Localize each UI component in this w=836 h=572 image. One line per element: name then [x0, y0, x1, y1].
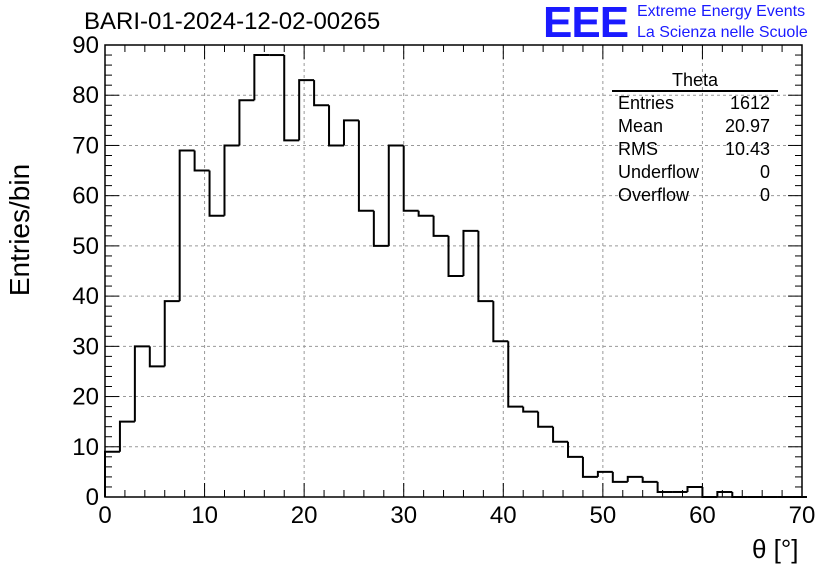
histogram-bin: [208, 170, 225, 217]
x-tick-label: 40: [490, 502, 517, 529]
plot-frame: [104, 44, 803, 498]
histogram-bin: [567, 441, 583, 458]
histogram-bin: [581, 456, 598, 478]
histogram-bin: [342, 119, 359, 146]
stats-value: 0: [759, 162, 770, 182]
stats-value: 1612: [729, 93, 770, 113]
stats-row-entries: Entries 1612: [612, 92, 778, 115]
histogram-bin: [492, 301, 509, 343]
histogram-bin: [507, 341, 524, 408]
y-tick-label: 90: [72, 32, 99, 59]
histogram-bin: [328, 105, 344, 147]
stats-value: 10.43: [724, 139, 770, 159]
y-tick-label: 70: [72, 132, 99, 159]
x-tick-label: 50: [590, 502, 617, 529]
y-axis-label: Entries/bin: [4, 163, 35, 297]
histogram-bin: [238, 99, 255, 146]
x-tick-label: 0: [98, 502, 111, 529]
y-tick-label: 10: [72, 434, 99, 461]
histogram-bin: [432, 215, 449, 237]
chart-title: BARI-01-2024-12-02-00265: [84, 8, 381, 35]
y-tick-label: 40: [72, 283, 99, 310]
histogram-bin: [193, 150, 210, 172]
histogram-bin: [731, 491, 748, 498]
histogram-bin: [313, 80, 330, 107]
x-axis-label: θ [°]: [752, 534, 799, 564]
histogram-bin: [417, 210, 434, 217]
stats-row-underflow: Underflow 0: [612, 161, 778, 184]
histogram-bin: [522, 406, 539, 413]
histogram-bin: [447, 235, 464, 278]
histogram-bin: [402, 145, 419, 212]
y-tick-label: 50: [72, 233, 99, 260]
stats-label: Entries: [618, 93, 675, 113]
histogram-bin: [283, 55, 300, 142]
histogram-bin: [133, 345, 150, 422]
stats-row-mean: Mean 20.97: [612, 115, 778, 138]
stats-row-rms: RMS 10.43: [612, 138, 778, 161]
histogram-bin: [148, 346, 165, 368]
y-tick-label: 80: [72, 82, 99, 109]
stats-label: RMS: [618, 139, 658, 159]
histogram-bin: [462, 229, 479, 277]
histogram-bin: [104, 450, 120, 497]
histogram-bin: [357, 120, 374, 212]
histogram-bin: [596, 470, 613, 477]
stats-label: Mean: [618, 116, 664, 136]
histogram-bin: [387, 144, 404, 246]
histogram-bin: [253, 54, 270, 101]
x-tick-label: 20: [291, 502, 318, 529]
stats-row-overflow: Overflow 0: [612, 184, 778, 207]
stats-box: Theta Entries 1612 Mean 20.97 RMS 10.43 …: [612, 70, 778, 207]
stats-label: Underflow: [618, 162, 700, 182]
histogram-bin: [656, 481, 673, 493]
histogram-bin: [178, 149, 195, 302]
y-tick-label: 30: [72, 333, 99, 360]
eee-logo: EEE: [543, 0, 629, 47]
histogram-bin: [611, 471, 628, 483]
histogram-bin: [118, 420, 135, 452]
y-tick-label: 20: [72, 384, 99, 411]
histogram-bin: [372, 210, 389, 247]
histogram-bin: [641, 476, 658, 483]
histogram-bin: [701, 486, 718, 498]
x-tick-label: 70: [789, 502, 816, 529]
histogram-bin: [716, 490, 733, 497]
logo-text-line1: Extreme Energy Events: [637, 3, 806, 20]
x-tick-label: 30: [390, 502, 417, 529]
histogram-bin: [298, 79, 315, 141]
x-tick-label: 10: [191, 502, 218, 529]
stats-value: 0: [759, 185, 770, 205]
stats-box-title: Theta: [612, 70, 778, 92]
y-tick-label: 0: [86, 484, 99, 511]
logo-text-line2: La Scienza nelle Scuole: [637, 24, 808, 41]
histogram-bin: [223, 144, 240, 216]
x-tick-label: 60: [689, 502, 716, 529]
histogram-bin: [163, 300, 180, 367]
histogram-bin: [477, 230, 494, 303]
histogram-bin: [626, 475, 643, 482]
stats-value: 20.97: [724, 116, 770, 136]
histogram-bin: [552, 426, 569, 443]
histogram-bin: [686, 485, 703, 492]
y-tick-label: 60: [72, 183, 99, 210]
histogram-bin: [537, 411, 554, 428]
stats-label: Overflow: [618, 185, 690, 205]
